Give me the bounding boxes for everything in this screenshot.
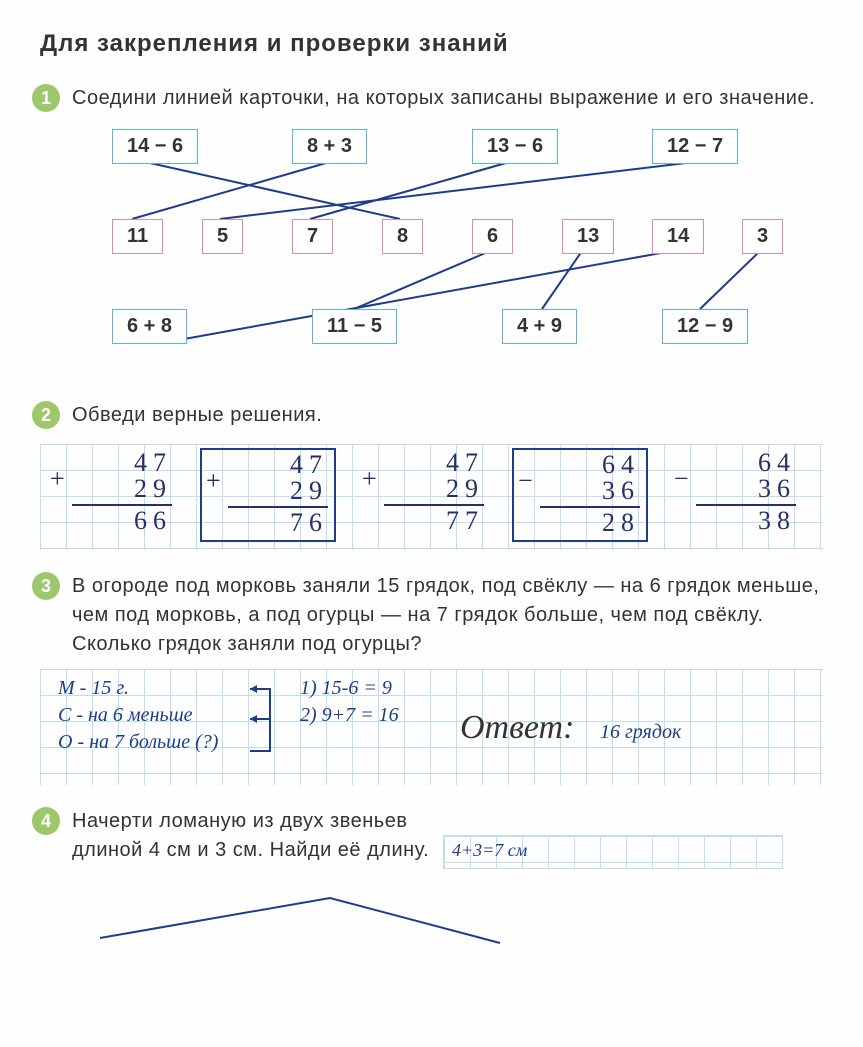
expression-card: 14 − 6 [112, 129, 198, 164]
expression-card: 12 − 7 [652, 129, 738, 164]
task-1-text: Соедини линией карточки, на которых запи… [72, 84, 823, 113]
expression-card: 11 − 5 [312, 309, 397, 344]
expression-card: 4 + 9 [502, 309, 577, 344]
expression-card: 11 [112, 219, 163, 254]
answer-label: Ответ: [460, 709, 574, 747]
task-2-badge: 2 [32, 401, 60, 429]
task-2-text: Обведи верные решения. [72, 401, 823, 430]
task-2-calcs: +472966+472976+472977−643628−643638 [40, 444, 823, 550]
task-2: 2 Обведи верные решения. +472966+472976+… [40, 401, 823, 550]
answer-value: 16 грядок [600, 721, 681, 744]
expression-card: 13 − 6 [472, 129, 558, 164]
expression-card: 12 − 9 [662, 309, 748, 344]
task-3-text: В огороде под морковь заняли 15 грядок, … [72, 572, 823, 659]
task-1: 1 Соедини линией карточки, на которых за… [40, 84, 823, 379]
task-3-arrows [50, 673, 300, 773]
expression-card: 5 [202, 219, 243, 254]
expression-card: 6 [472, 219, 513, 254]
expression-card: 14 [652, 219, 704, 254]
task-4-polyline-area [100, 893, 823, 953]
task-4: 4 Начерти ломаную из двух звеньев длиной… [40, 807, 823, 953]
expression-card: 3 [742, 219, 783, 254]
expression-card: 7 [292, 219, 333, 254]
task-3: 3 В огороде под морковь заняли 15 грядок… [40, 572, 823, 785]
task-1-badge: 1 [32, 84, 60, 112]
task-4-badge: 4 [32, 807, 60, 835]
task-4-polyline [100, 893, 520, 953]
expression-card: 6 + 8 [112, 309, 187, 344]
column-calculation: +472977 [358, 448, 490, 538]
task-4-calc-box: 4+3=7 см [443, 835, 783, 869]
task-3-badge: 3 [32, 572, 60, 600]
page-title: Для закрепления и проверки знаний [40, 30, 823, 58]
column-calculation: +472966 [46, 448, 178, 538]
column-calculation: −643638 [670, 448, 802, 538]
expression-card: 8 + 3 [292, 129, 367, 164]
expression-card: 8 [382, 219, 423, 254]
column-calculation: −643628 [512, 448, 648, 542]
task-1-cards-area: 14 − 6 8 + 3 13 − 6 12 − 7 11 5 7 8 6 13 14 3 6 + 8 1… [72, 129, 823, 379]
column-calculation: +472976 [200, 448, 336, 542]
task-3-steps: 1) 15-6 = 92) 9+7 = 16 [300, 675, 399, 729]
task-3-solution: М - 15 г.С - на 6 меньшеО - на 7 больше … [40, 669, 823, 785]
expression-card: 13 [562, 219, 614, 254]
